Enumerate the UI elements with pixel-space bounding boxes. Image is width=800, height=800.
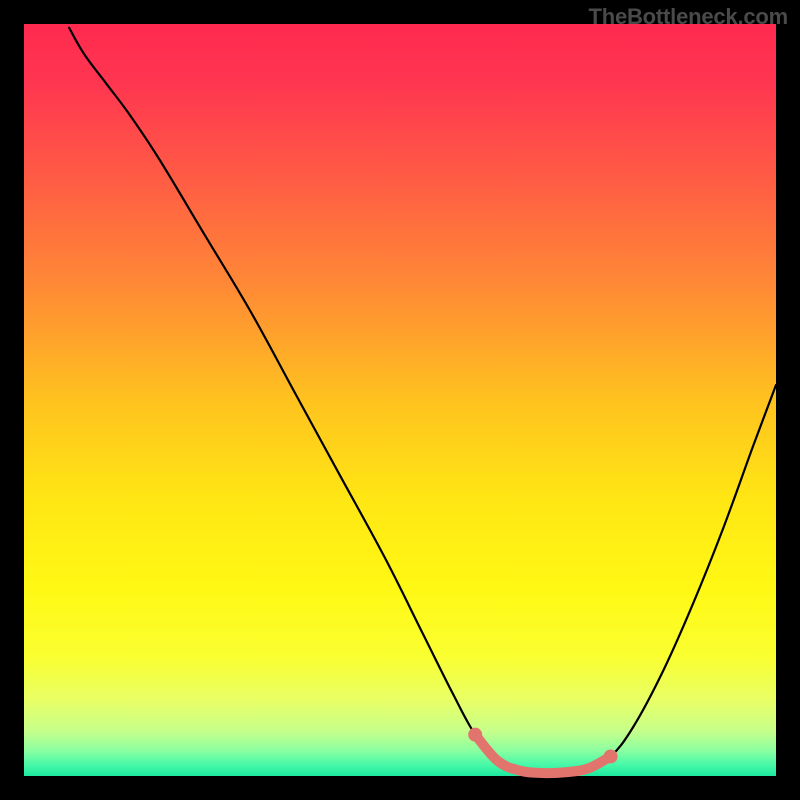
- highlight-start-dot: [468, 728, 482, 742]
- bottleneck-curve-chart: [0, 0, 800, 800]
- highlight-end-dot: [604, 749, 618, 763]
- chart-frame: TheBottleneck.com: [0, 0, 800, 800]
- gradient-background: [24, 24, 776, 776]
- watermark-text: TheBottleneck.com: [588, 4, 788, 30]
